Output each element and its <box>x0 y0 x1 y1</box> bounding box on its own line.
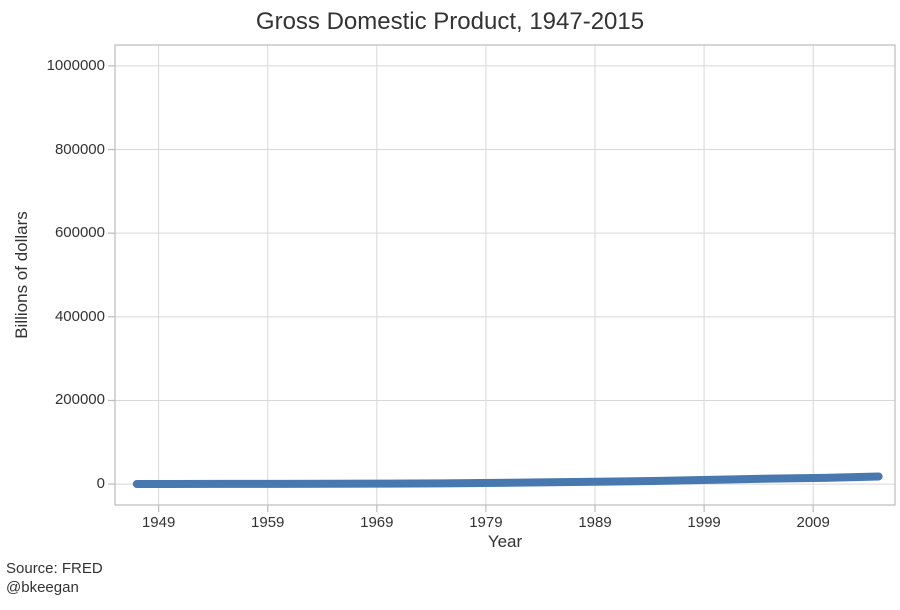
chart-container: { "chart": { "type": "line", "title": "G… <box>0 0 900 610</box>
x-tick-label: 1999 <box>674 514 734 531</box>
y-tick-label: 600000 <box>55 224 105 241</box>
y-tick-label: 1000000 <box>47 57 105 74</box>
y-tick-label: 800000 <box>55 141 105 158</box>
y-tick-label: 200000 <box>55 391 105 408</box>
chart-title: Gross Domestic Product, 1947-2015 <box>0 8 900 36</box>
y-axis-label: Billions of dollars <box>12 125 32 425</box>
y-tick-label: 400000 <box>55 308 105 325</box>
x-tick-label: 1959 <box>238 514 298 531</box>
x-tick-label: 1979 <box>456 514 516 531</box>
x-tick-label: 1989 <box>565 514 625 531</box>
x-tick-label: 1969 <box>347 514 407 531</box>
x-axis-label: Year <box>115 532 895 552</box>
x-tick-label: 1949 <box>129 514 189 531</box>
source-footer: Source: FRED @bkeegan <box>6 560 103 598</box>
y-tick-label: 0 <box>97 475 105 492</box>
x-tick-label: 2009 <box>783 514 843 531</box>
